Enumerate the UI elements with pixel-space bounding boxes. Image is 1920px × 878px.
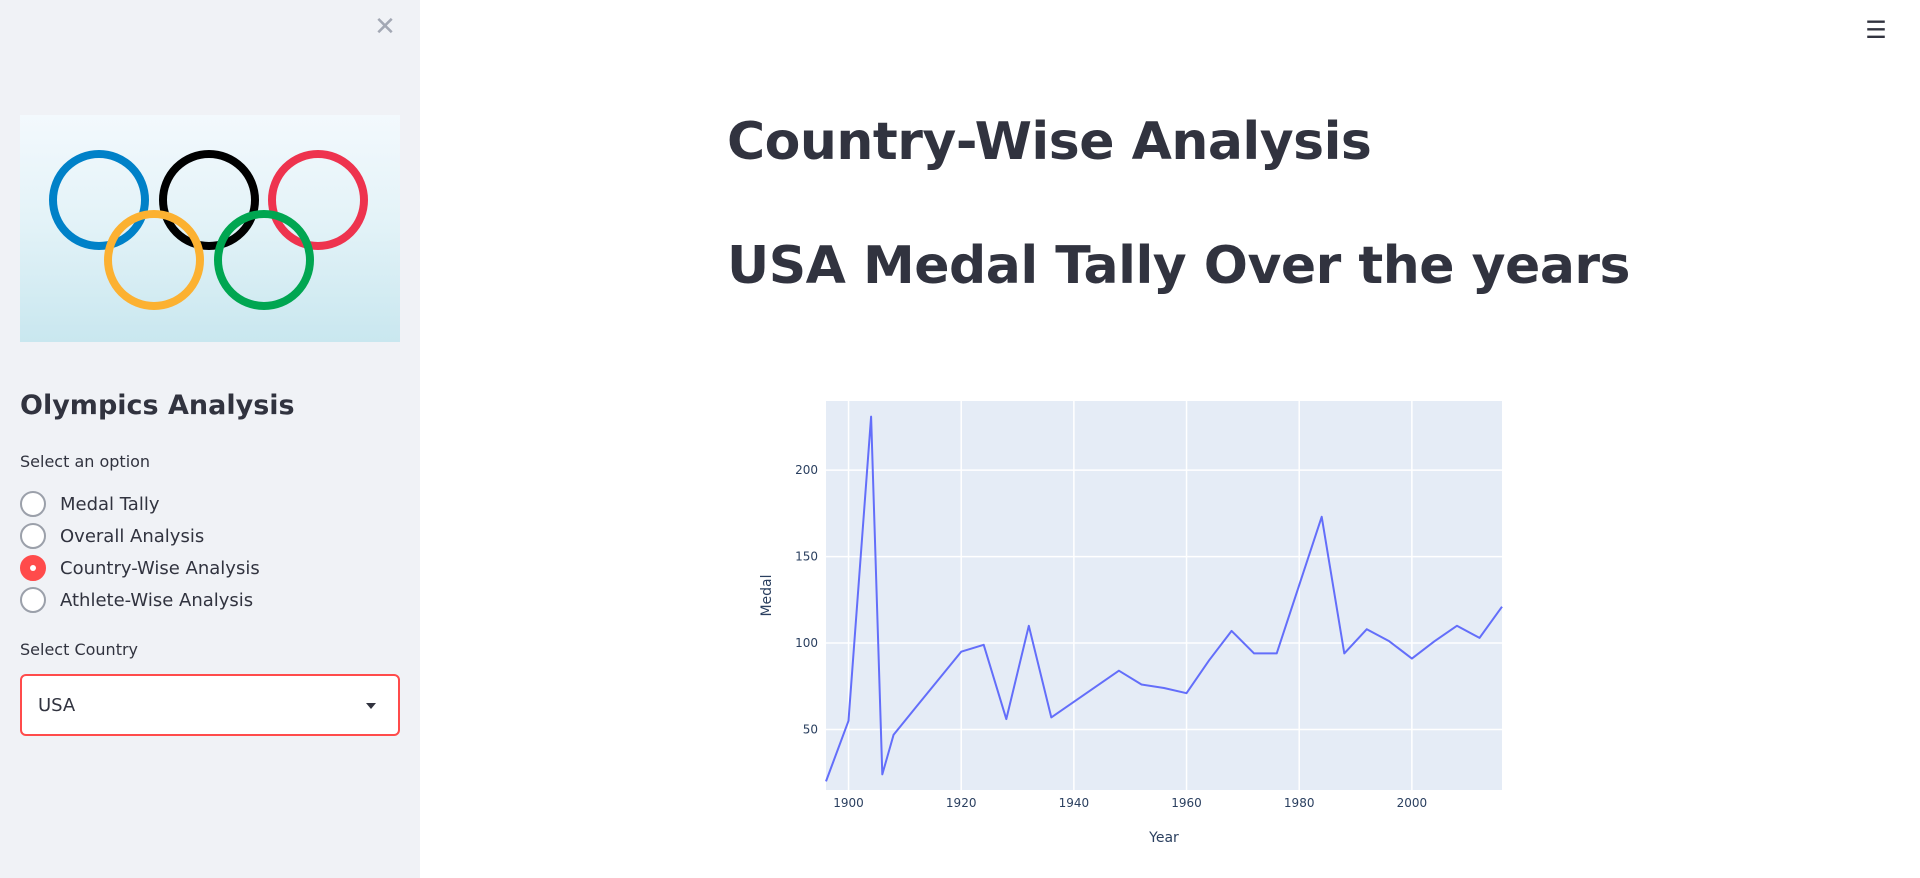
country-select-value: USA [38,695,76,716]
close-icon[interactable]: ✕ [374,12,396,42]
olympic-ring-2 [159,150,259,250]
radio-option-label: Overall Analysis [60,525,205,547]
radio-option-country-wise-analysis[interactable]: Country-Wise Analysis [20,552,260,584]
olympic-ring-3 [268,150,368,250]
y-tick-label: 50 [803,722,818,736]
sidebar-title: Olympics Analysis [20,390,295,421]
x-tick-label: 1980 [1284,796,1315,810]
radio-button[interactable] [20,587,46,613]
olympic-rings-image [20,115,400,342]
radio-option-label: Medal Tally [60,493,160,515]
medal-line-chart: 1900 1920 1940 1960 1980 2000 50 100 150 200 Year M… [740,380,1540,850]
olympic-rings-icon [49,150,368,310]
y-axis-title: Medal [759,574,775,616]
x-tick-label: 1940 [1059,796,1090,810]
x-tick-label: 2000 [1397,796,1428,810]
y-tick-label: 100 [795,636,818,650]
sidebar: ✕ Olympics Analysis Select an option Med… [0,0,420,878]
radio-button[interactable] [20,523,46,549]
olympic-ring-4 [104,210,204,310]
radio-option-overall-analysis[interactable]: Overall Analysis [20,520,260,552]
radio-group-label: Select an option [20,452,151,471]
x-tick-label: 1900 [833,796,864,810]
page-title: Country-Wise Analysis [727,112,1372,172]
olympic-ring-1 [49,150,149,250]
country-select[interactable]: USA [20,674,400,736]
option-radio-group: Medal Tally Overall Analysis Country-Wis… [20,488,260,616]
x-tick-label: 1920 [946,796,977,810]
radio-option-medal-tally[interactable]: Medal Tally [20,488,260,520]
medal-series-line [825,415,1503,782]
chevron-down-icon [366,703,376,709]
olympic-ring-5 [214,210,314,310]
y-tick-label: 200 [795,463,818,477]
x-tick-label: 1960 [1171,796,1202,810]
radio-option-label: Country-Wise Analysis [60,557,260,579]
country-select-label: Select Country [20,640,139,659]
chart-svg: 1900 1920 1940 1960 1980 2000 50 100 150 200 Year M… [759,401,1503,846]
y-tick-label: 150 [795,550,818,564]
hamburger-menu-icon[interactable]: ☰ [1865,16,1887,44]
radio-option-label: Athlete-Wise Analysis [60,589,254,611]
section-title: USA Medal Tally Over the years [727,236,1631,296]
radio-button[interactable] [20,491,46,517]
radio-option-athlete-wise-analysis[interactable]: Athlete-Wise Analysis [20,584,260,616]
radio-button[interactable] [20,555,46,581]
x-axis-title: Year [1148,830,1179,846]
plot-area [826,401,1502,790]
